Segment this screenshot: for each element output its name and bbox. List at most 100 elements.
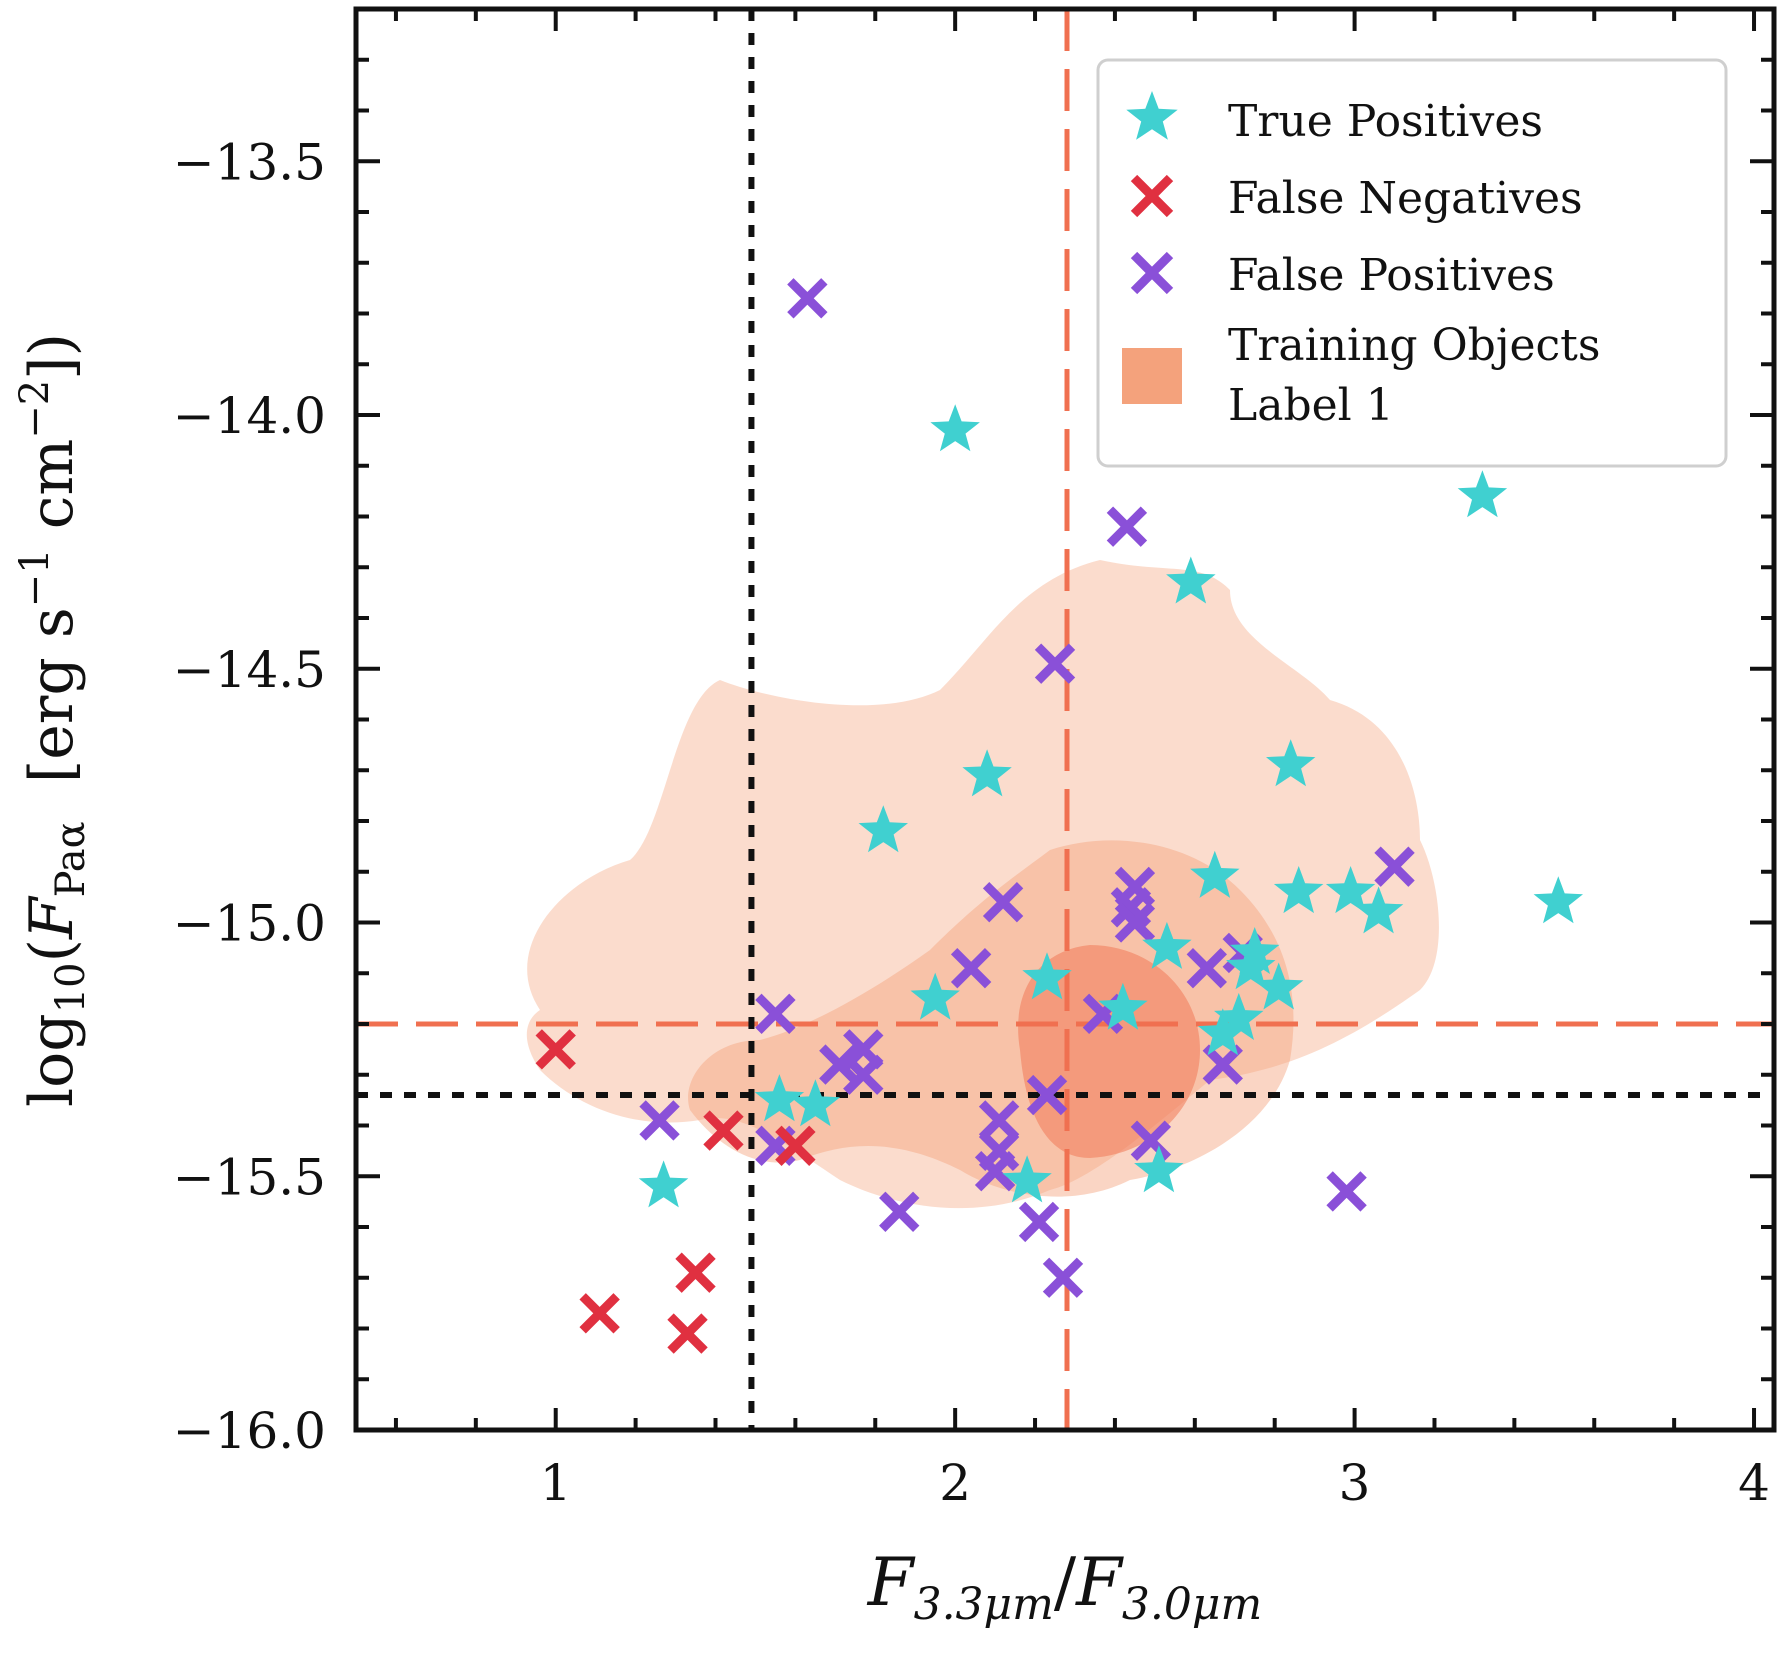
false-positive-marker-22 — [974, 1150, 1016, 1192]
false-negative-marker-4 — [579, 1293, 620, 1334]
y-title-units-open: [erg s — [17, 607, 87, 821]
false-positive-marker-8 — [950, 947, 992, 989]
y-tick-label-2: −15.0 — [173, 895, 326, 953]
y-tick-label-4: −14.0 — [173, 387, 326, 445]
false-positive-marker-15 — [843, 1054, 884, 1095]
x-axis-title: F3.3μm/F3.0μm — [867, 1544, 1262, 1630]
true-positive-marker-5 — [1266, 739, 1316, 787]
false-positive-marker-2 — [1034, 643, 1076, 684]
false-positive-marker-5-stroke-b — [1374, 846, 1415, 887]
x-title-sub2: 3.0μm — [1122, 1579, 1262, 1630]
y-title-close: ]) — [17, 333, 87, 380]
true-positive-marker-4 — [858, 805, 908, 853]
false-positive-marker-19-stroke-b — [978, 1100, 1020, 1141]
false-positive-marker-24 — [1326, 1171, 1367, 1212]
true-positive-marker-11 — [1142, 921, 1192, 969]
true-positive-marker-19 — [1198, 1008, 1248, 1056]
false-positive-marker-11-stroke-b — [755, 993, 796, 1035]
true-positive-marker-17 — [1098, 982, 1148, 1030]
true-positive-marker-20 — [754, 1074, 805, 1122]
false-positive-marker-17-stroke-b — [1026, 1074, 1068, 1116]
legend-false-negative-marker — [1130, 174, 1174, 218]
legend: True Positives False Negatives False Pos… — [1096, 58, 1728, 468]
true-positive-marker-12 — [1230, 927, 1280, 974]
y-title-exp2: −2 — [12, 380, 58, 439]
legend-true-positive-marker — [1126, 91, 1178, 140]
y-title-open: ( — [17, 939, 87, 962]
false-positive-marker-5 — [1374, 846, 1415, 887]
legend-training-swatch — [1122, 348, 1182, 404]
false-positive-marker-6 — [982, 882, 1024, 923]
false-positive-marker-7-stroke-b — [1114, 902, 1156, 943]
legend-label-false-positives: False Positives — [1228, 250, 1555, 301]
x-tick-label-2: 3 — [1339, 1454, 1371, 1512]
false-positive-marker-14-stroke-b — [819, 1044, 860, 1085]
training-density-inner — [1018, 945, 1200, 1158]
true-positive-marker-24 — [1134, 1145, 1184, 1193]
true-positive-marker-21 — [790, 1079, 841, 1127]
legend-markers — [1126, 91, 1178, 295]
false-positive-marker-23-stroke-b — [1130, 1120, 1172, 1161]
true-positive-marker-3 — [962, 749, 1012, 797]
false-negative-marker-1 — [703, 1110, 744, 1151]
false-negative-marker-4-stroke-b — [579, 1293, 620, 1334]
x-tick-label-1: 2 — [939, 1454, 971, 1512]
legend-label-false-negatives: False Negatives — [1228, 173, 1583, 224]
true-positive-marker-10 — [1533, 876, 1583, 924]
threshold-lines — [356, 9, 1774, 1430]
false-negative-marker-0 — [535, 1029, 576, 1070]
false-positive-marker-24-stroke-b — [1326, 1171, 1367, 1212]
y-tick-label-1: −15.5 — [173, 1148, 326, 1206]
true-positive-marker-6 — [1190, 850, 1240, 898]
false-positive-marker-9 — [1186, 947, 1227, 989]
false-positive-marker-4-stroke-b — [1110, 887, 1152, 928]
false-positive-marker-19 — [978, 1100, 1020, 1141]
false-positive-marker-0-stroke-b — [787, 278, 828, 319]
true-positive-marker-7 — [1273, 866, 1324, 914]
false-positive-marker-23 — [1130, 1120, 1172, 1161]
false-positive-marker-26-stroke-b — [1018, 1201, 1060, 1243]
y-title-logsub: 10 — [48, 962, 94, 1013]
x-title-slash: / — [1054, 1544, 1077, 1621]
true-positive-marker-22 — [638, 1160, 689, 1208]
x-title-f2: F — [1075, 1544, 1124, 1621]
false-positive-marker-8-stroke-b — [950, 947, 992, 989]
false-negative-marker-2 — [775, 1125, 816, 1166]
x-title-f1: F — [867, 1544, 916, 1621]
false-negative-marker-2-stroke-b — [775, 1125, 816, 1166]
x-title-sub1: 3.3μm — [914, 1579, 1054, 1630]
true-positive-marker-13 — [1226, 942, 1276, 990]
true-positive-marker-15 — [910, 972, 960, 1020]
false-negative-marker-1-stroke-b — [703, 1110, 744, 1151]
y-title-f: F — [17, 895, 87, 940]
legend-false-positive-marker-stroke-b — [1130, 251, 1174, 295]
false-positive-marker-16 — [1202, 1044, 1243, 1085]
false-negative-marker-3-stroke-b — [675, 1252, 716, 1293]
false-positive-marker-15-stroke-b — [843, 1054, 884, 1095]
false-positive-marker-27-stroke-b — [1042, 1257, 1084, 1298]
y-title-log: log — [17, 1013, 87, 1107]
false-negative-marker-5-stroke-b — [667, 1313, 708, 1354]
legend-box — [1096, 58, 1728, 468]
y-tick-label-3: −14.5 — [173, 641, 326, 699]
y-title-exp1: −1 — [12, 548, 58, 607]
false-positive-marker-25-stroke-b — [879, 1191, 920, 1232]
false-positive-marker-14 — [819, 1044, 860, 1085]
tick-labels: 1 2 3 4 −16.0 −15.5 −15.0 −14.5 −14.0 −13.5 — [173, 133, 1770, 1512]
false-positive-marker-1 — [1106, 506, 1148, 547]
legend-false-positive-marker — [1130, 251, 1174, 295]
false-positive-marker-17 — [1026, 1074, 1068, 1116]
true-positive-marker-0 — [930, 404, 980, 452]
true-positive-marker-16 — [1254, 962, 1304, 1010]
false-positive-marker-18-stroke-b — [639, 1100, 680, 1141]
axis-ticks — [356, 9, 1774, 1432]
false-positive-marker-0 — [787, 278, 828, 319]
true-positive-marker-14 — [1022, 952, 1072, 1000]
false-positive-marker-22-stroke-b — [974, 1150, 1016, 1192]
false-positive-marker-11 — [755, 993, 796, 1035]
false-positive-marker-26 — [1018, 1201, 1060, 1243]
y-axis-title: log10(FPaα [erg s−1 cm−2]) — [12, 333, 94, 1107]
false-negative-marker-0-stroke-b — [535, 1029, 576, 1070]
true-positive-marker-1 — [1457, 470, 1508, 518]
